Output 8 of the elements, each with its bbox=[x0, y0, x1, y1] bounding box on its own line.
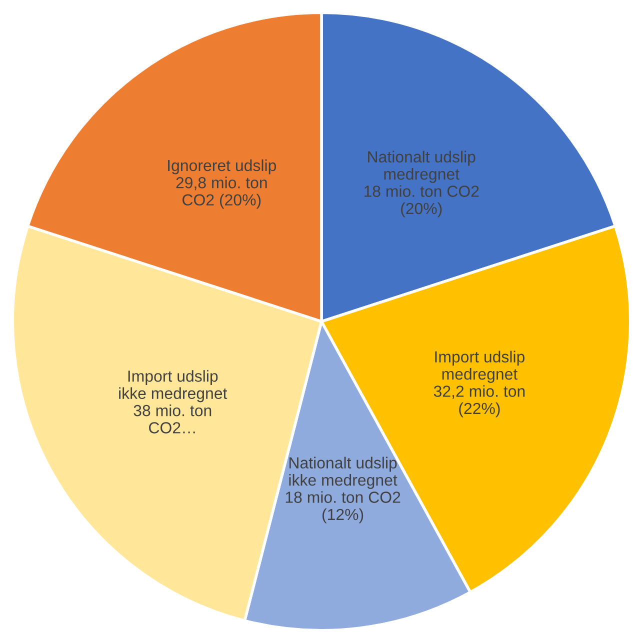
slice-label: Import udslip medregnet 32,2 mio. ton bbox=[434, 350, 525, 399]
data-label: (12%) bbox=[322, 508, 364, 524]
slice-label: Import udslip ikke medregnet 38 mio. ton CO2… bbox=[119, 370, 228, 434]
slice-label: Ignoreret udslip 29,8 mio. ton CO2 (20%) bbox=[168, 159, 276, 209]
slice-label: Nationalt udslip medregnet 18 mio. ton CO2 bbox=[364, 150, 479, 197]
slice-label: Nationalt udslip ikke medregnet 18 mio. ton CO2 bbox=[286, 456, 400, 503]
data-label: (22%) bbox=[459, 402, 500, 418]
data-label: (20%) bbox=[401, 202, 442, 218]
